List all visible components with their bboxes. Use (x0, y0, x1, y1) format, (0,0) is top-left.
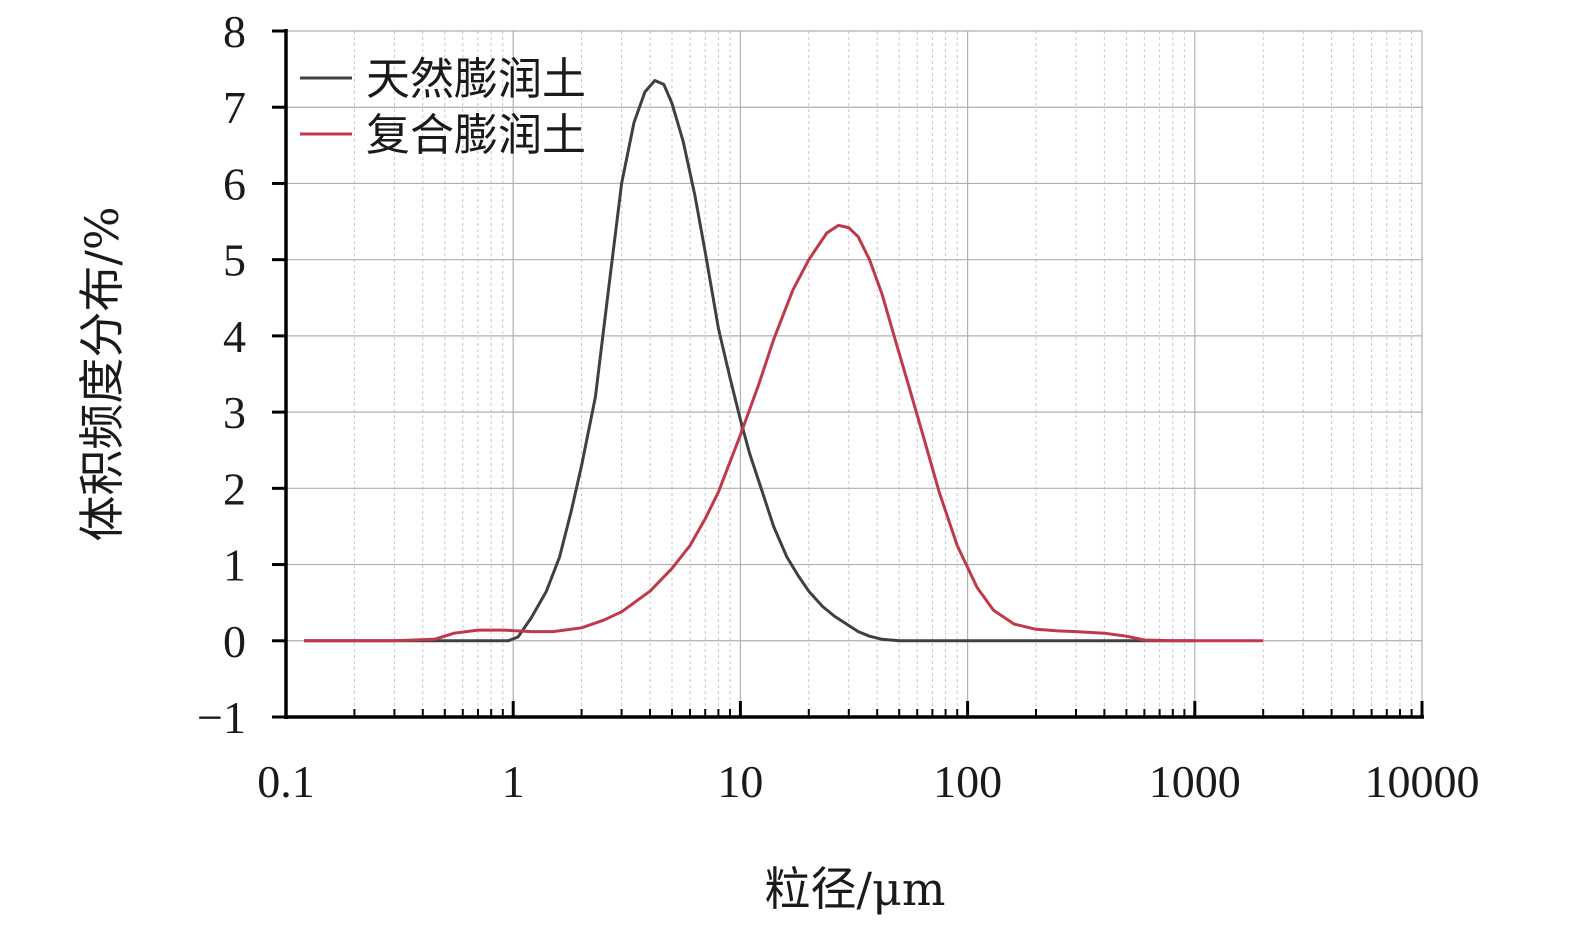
y-tick-label: 3 (223, 387, 246, 438)
y-tick-label: 0 (223, 616, 246, 667)
y-axis-title: 体积频度分布/% (75, 206, 129, 541)
series-line-1 (304, 79, 1195, 643)
tick-labels: −1 0 1 2 3 4 5 6 7 8 0.1 1 10 100 1000 10000 (197, 6, 1479, 807)
x-tick-label: 10 (717, 756, 763, 807)
x-tick-label: 1000 (1149, 756, 1241, 807)
y-tick-label: −1 (197, 692, 246, 743)
series-line-2 (304, 223, 1264, 643)
x-tick-label: 1 (502, 756, 525, 807)
legend-label-1: 天然膨润土 (366, 54, 586, 105)
y-tick-label: 6 (223, 158, 246, 209)
x-axis-title: 粒径/μm (764, 862, 945, 916)
series-lines (304, 79, 1264, 643)
x-tick-label: 10000 (1365, 756, 1480, 807)
axes (272, 29, 1424, 719)
y-tick-label: 5 (223, 235, 246, 286)
x-tick-label: 0.1 (257, 756, 315, 807)
y-tick-label: 1 (223, 540, 246, 591)
y-tick-label: 8 (223, 6, 246, 57)
y-tick-label: 7 (223, 82, 246, 133)
legend-label-2: 复合膨润土 (366, 110, 586, 161)
y-tick-label: 2 (223, 463, 246, 514)
x-tick-label: 100 (933, 756, 1002, 807)
y-tick-label: 4 (223, 311, 246, 362)
